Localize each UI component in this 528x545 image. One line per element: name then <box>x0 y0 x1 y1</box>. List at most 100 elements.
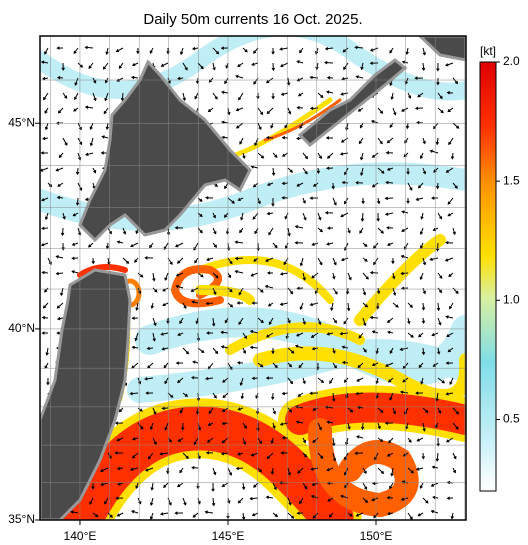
current-arrow <box>377 227 384 234</box>
current-arrow <box>346 302 351 312</box>
current-arrow <box>257 197 261 205</box>
current-arrow <box>134 332 139 342</box>
current-arrow <box>358 137 364 145</box>
current-arrow <box>377 422 381 430</box>
current-arrow <box>129 467 139 471</box>
current-arrow <box>287 167 293 173</box>
current-arrow <box>45 347 49 356</box>
current-arrow <box>74 92 79 101</box>
current-arrow <box>177 437 184 442</box>
current-arrow <box>392 107 397 116</box>
current-arrow <box>400 497 409 501</box>
current-arrow <box>312 182 319 187</box>
current-arrow <box>407 182 413 191</box>
current-arrow <box>107 512 113 518</box>
current-arrow <box>197 62 204 70</box>
current-arrow <box>341 180 349 185</box>
current-arrow <box>212 212 216 219</box>
current-arrow <box>212 242 218 248</box>
current-arrow <box>358 332 364 339</box>
current-arrow <box>92 512 99 518</box>
current-arrow <box>56 195 64 200</box>
current-arrow <box>131 316 139 320</box>
current-arrow <box>437 212 443 220</box>
current-arrow <box>389 392 394 401</box>
current-arrow <box>44 107 49 114</box>
current-arrow <box>177 257 184 264</box>
current-arrow <box>205 196 214 200</box>
current-arrow <box>220 451 229 456</box>
current-arrow <box>452 122 460 129</box>
current-arrow <box>272 242 278 249</box>
current-arrow <box>118 407 124 413</box>
current-arrow <box>131 75 139 80</box>
current-arrow <box>371 330 379 334</box>
current-arrow <box>445 62 454 67</box>
current-arrow <box>57 182 64 187</box>
current-arrow <box>386 167 394 171</box>
graticule: 140°E 145°E 150°E 35°N 40°N 45°N <box>8 35 466 543</box>
current-arrow <box>360 152 364 161</box>
current-arrow <box>268 227 274 236</box>
current-arrow <box>131 345 139 350</box>
current-arrows <box>40 45 460 520</box>
current-arrow <box>326 76 334 80</box>
current-arrow <box>401 210 409 214</box>
current-arrow <box>326 90 334 94</box>
current-arrow <box>437 317 442 326</box>
current-arrow <box>190 287 199 292</box>
current-arrow <box>362 497 369 504</box>
current-arrow <box>176 482 184 488</box>
current-arrow <box>287 497 292 506</box>
current-arrow <box>41 76 49 81</box>
current-arrow <box>179 407 184 414</box>
current-arrow <box>116 240 124 244</box>
current-arrow <box>146 346 154 351</box>
current-arrow <box>354 45 364 50</box>
map-title: Daily 50m currents 16 Oct. 2025. <box>143 11 362 28</box>
current-arrow <box>384 421 394 425</box>
current-arrow <box>371 182 379 188</box>
current-arrow <box>256 92 260 100</box>
current-arrow <box>227 467 233 476</box>
current-arrow <box>152 272 156 282</box>
current-arrow <box>311 347 319 351</box>
current-arrow <box>392 302 399 308</box>
current-arrow <box>257 317 264 324</box>
current-arrow <box>163 482 169 488</box>
current-arrow <box>418 362 424 368</box>
current-arrow <box>252 212 259 220</box>
current-arrow <box>332 197 337 206</box>
current-arrow <box>182 62 188 71</box>
current-arrow <box>317 212 322 221</box>
current-arrow <box>194 92 199 100</box>
current-arrow <box>357 362 364 369</box>
current-arrow <box>265 136 274 140</box>
current-arrow <box>279 422 289 426</box>
current-arrow <box>130 242 139 248</box>
current-arrow <box>325 136 334 140</box>
current-arrow <box>302 197 306 204</box>
current-arrow <box>182 497 187 506</box>
current-arrow <box>257 362 264 368</box>
current-arrow <box>265 257 274 262</box>
current-arrow <box>406 167 410 175</box>
current-arrow <box>435 137 440 146</box>
current-arrow <box>241 482 246 491</box>
current-arrow <box>302 377 306 385</box>
current-arrow <box>339 331 349 336</box>
current-arrow <box>160 62 169 67</box>
current-arrow <box>356 377 364 382</box>
current-arrow <box>294 344 304 349</box>
current-arrow <box>252 182 259 188</box>
current-arrow <box>375 392 379 399</box>
current-arrow <box>107 257 111 266</box>
current-arrow <box>73 47 79 55</box>
current-arrow <box>298 362 304 369</box>
current-arrow <box>369 47 379 52</box>
current-arrow <box>272 407 276 415</box>
current-arrow <box>389 47 394 54</box>
current-arrow <box>360 212 365 222</box>
current-arrow <box>405 122 410 130</box>
current-arrow <box>197 197 203 202</box>
